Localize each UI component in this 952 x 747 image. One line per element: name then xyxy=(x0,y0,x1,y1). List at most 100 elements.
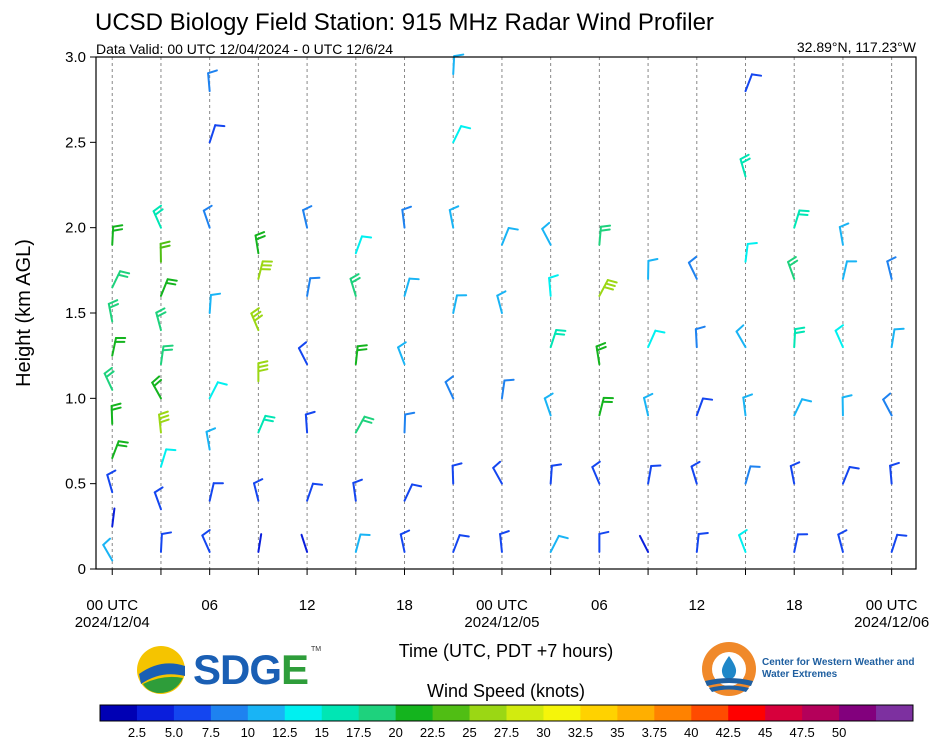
x-tick-label: 12 xyxy=(299,597,316,614)
wind-barb xyxy=(159,278,178,297)
wind-barb-staff xyxy=(889,464,893,485)
colorbar-tick-label: 50 xyxy=(832,725,846,740)
wind-barb-staff xyxy=(837,533,844,553)
wind-barb xyxy=(598,530,610,553)
wind-barb-staff xyxy=(111,225,115,246)
wind-barb-staff xyxy=(352,481,357,502)
wind-barb-staff xyxy=(838,226,844,246)
wind-barb-flag xyxy=(603,286,614,291)
wind-barb-flag xyxy=(647,258,659,262)
wind-barb-flag xyxy=(116,443,128,448)
wind-barb-flag xyxy=(599,224,612,228)
wind-barb-flag xyxy=(789,461,801,467)
wind-barb-flag xyxy=(356,344,368,348)
wind-barb-flag xyxy=(151,375,161,384)
wind-barb xyxy=(111,440,129,460)
wind-barb xyxy=(205,427,217,451)
wind-barb-staff xyxy=(354,345,359,366)
wind-barb xyxy=(841,465,860,485)
wind-barb xyxy=(153,486,164,511)
wind-barb-staff xyxy=(834,329,844,349)
wind-barb-flag xyxy=(257,364,269,369)
wind-barb xyxy=(549,329,567,349)
wind-barb-flag xyxy=(106,469,117,476)
wind-barb-staff xyxy=(401,208,406,229)
colorbar-tick-label: 20 xyxy=(388,725,402,740)
wind-barb-flag xyxy=(216,381,228,386)
wind-barb-flag xyxy=(893,327,905,331)
cw3e-water-drop-icon xyxy=(702,642,756,696)
colorbar-tick-label: 10 xyxy=(241,725,255,740)
colorbar-tick-label: 3.75 xyxy=(642,725,667,740)
wind-barb xyxy=(300,533,309,553)
wind-barb xyxy=(159,531,172,553)
wind-barb-flag xyxy=(848,465,860,470)
wind-barb xyxy=(257,260,273,280)
wind-barb-flag xyxy=(202,204,213,212)
wind-barb-flag xyxy=(154,208,164,216)
wind-barb xyxy=(257,533,263,553)
wind-barb-staff xyxy=(694,328,698,349)
wind-barb xyxy=(889,461,900,485)
wind-barb-staff xyxy=(257,533,263,553)
wind-barb xyxy=(549,463,563,485)
wind-barb-flag xyxy=(302,205,313,212)
wind-barb-flag xyxy=(397,341,407,349)
wind-barb xyxy=(201,529,211,553)
y-tick-label: 0.5 xyxy=(65,476,86,493)
wind-barb-staff xyxy=(444,381,455,400)
wind-barb-flag xyxy=(654,329,666,334)
wind-barb-flag xyxy=(297,341,308,350)
sdge-sun-icon xyxy=(137,646,185,694)
colorbar-tick-label: 25 xyxy=(462,725,476,740)
wind-barb-flag xyxy=(882,392,892,401)
x-tick-label: 00 UTC xyxy=(476,597,528,614)
wind-barb-flag xyxy=(264,414,276,419)
wind-barb xyxy=(738,529,748,553)
wind-barb-flag xyxy=(262,418,274,423)
wind-barb-staff xyxy=(549,464,553,485)
wind-barb-staff xyxy=(695,397,704,417)
wind-barb-staff xyxy=(300,533,309,553)
wind-barb xyxy=(253,478,264,502)
wind-barb-flag xyxy=(444,375,454,384)
wind-barb-staff xyxy=(841,465,851,485)
wind-barb xyxy=(500,227,519,246)
x-tick-date-label: 2024/12/05 xyxy=(464,614,539,631)
wind-barb-staff xyxy=(102,543,114,562)
wind-barb xyxy=(598,396,614,417)
wind-barb-staff xyxy=(208,381,219,400)
wind-barb-flag xyxy=(349,273,360,280)
wind-barb-staff xyxy=(208,124,217,144)
wind-barb xyxy=(397,341,407,366)
wind-barb-flag xyxy=(361,419,373,424)
wind-barb-flag xyxy=(701,397,714,401)
colorbar-swatch xyxy=(432,705,471,721)
wind-barb-staff xyxy=(492,466,503,485)
wind-barb-flag xyxy=(102,537,112,546)
wind-barb-staff xyxy=(452,294,458,314)
wind-barb xyxy=(838,222,850,246)
wind-barb-flag xyxy=(750,73,763,77)
wind-barb-staff xyxy=(738,534,747,553)
wind-barb-staff xyxy=(159,532,163,553)
wind-barb-flag xyxy=(548,274,559,280)
wind-barb-flag xyxy=(749,465,761,468)
wind-barb-flag xyxy=(896,533,908,537)
wind-barb-flag xyxy=(158,414,170,420)
colorbar-tick-label: 5.0 xyxy=(165,725,183,740)
colorbar-swatch xyxy=(617,705,655,721)
wind-barb xyxy=(304,410,316,434)
wind-barb-staff xyxy=(111,270,122,289)
x-tick-label: 18 xyxy=(786,597,803,614)
wind-barb-flag xyxy=(889,461,900,467)
wind-barb-flag xyxy=(787,255,797,263)
wind-barb-staff xyxy=(744,242,749,263)
wind-barb xyxy=(444,375,455,400)
wind-barb-flag xyxy=(156,311,167,318)
wind-barb-staff xyxy=(500,379,506,400)
wind-barb-staff xyxy=(638,534,650,553)
plot-frame xyxy=(95,56,917,570)
wind-barb-flag xyxy=(606,279,618,284)
wind-barb-staff xyxy=(548,277,552,297)
